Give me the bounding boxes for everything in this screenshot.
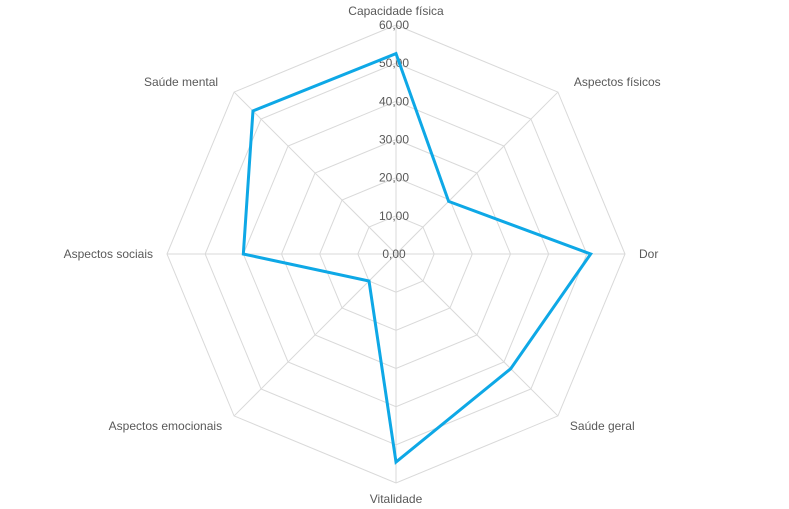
tick-label: 60,00	[379, 18, 409, 32]
category-label: Aspectos físicos	[574, 75, 661, 89]
axis-spoke	[233, 91, 397, 255]
tick-label: 10,00	[379, 209, 409, 223]
category-labels: Capacidade física Aspectos físicos Dor Saúd…	[64, 4, 661, 506]
axis-spoke	[395, 91, 559, 255]
tick-label: 40,00	[379, 94, 409, 108]
category-label: Vitalidade	[370, 492, 423, 506]
category-label: Aspectos emocionais	[109, 419, 222, 433]
tick-label: 30,00	[379, 133, 409, 147]
category-label: Dor	[639, 247, 658, 261]
tick-label: 0,00	[382, 247, 406, 261]
category-label: Capacidade física	[348, 4, 444, 18]
axis-spoke	[395, 253, 559, 417]
tick-label: 20,00	[379, 171, 409, 185]
category-label: Aspectos sociais	[64, 247, 153, 261]
category-label: Saúde mental	[144, 75, 218, 89]
series-line	[241, 51, 593, 465]
category-label: Saúde geral	[570, 419, 635, 433]
series-layer	[241, 51, 593, 465]
axis-spoke	[233, 253, 397, 417]
